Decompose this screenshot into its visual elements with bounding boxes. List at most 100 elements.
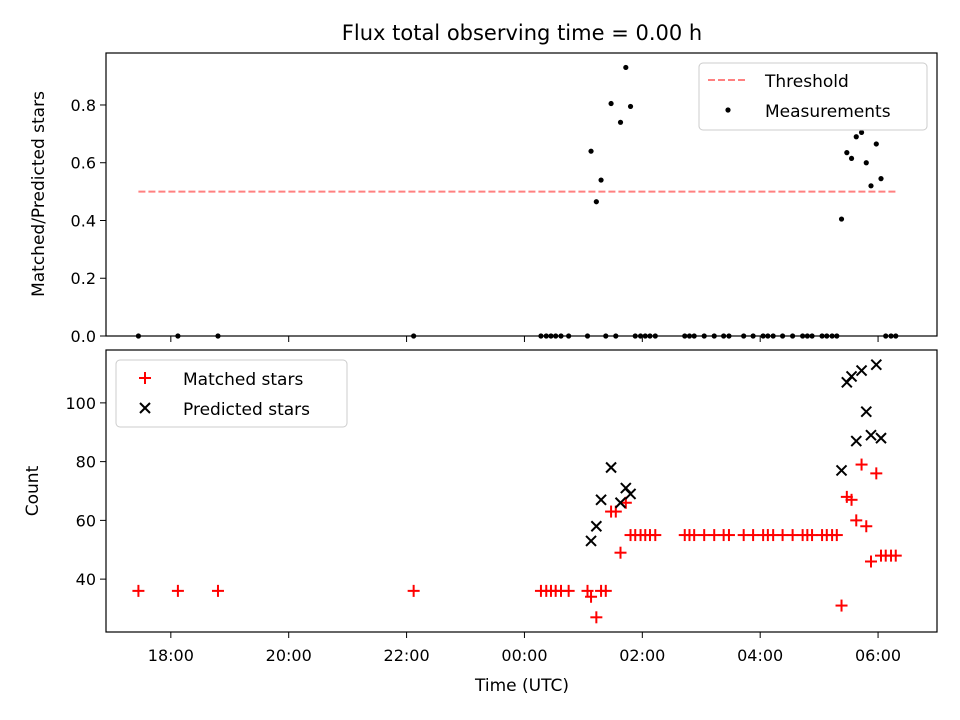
- measurement-point: [623, 64, 629, 71]
- predicted-star-point: [845, 370, 858, 383]
- threshold-legend-label: Threshold: [764, 72, 849, 92]
- measurement-point: [566, 333, 572, 339]
- predicted-star-point: [605, 461, 617, 474]
- measurements-legend-swatch: [725, 107, 731, 113]
- bottom-panel: 40 60 80 100 18:00 20:00 22:00 00:00 02:00 04:00…: [23, 349, 938, 696]
- bottom-marks: [132, 358, 902, 624]
- x-tick-label: 00:00: [501, 646, 547, 665]
- matched-star-point: [747, 529, 760, 542]
- top-x-ticks: [170, 336, 879, 342]
- y-tick-label: 0.8: [71, 96, 96, 115]
- bottom-axes-frame: [105, 349, 938, 633]
- measurement-point: [548, 333, 554, 339]
- measurement-point: [617, 119, 624, 125]
- measurement-point: [804, 333, 810, 339]
- bottom-y-axis-label: Count: [23, 465, 43, 516]
- measurement-point: [809, 333, 815, 339]
- predicted-star-stroke-b: [870, 358, 883, 371]
- matched-star-point: [830, 529, 843, 542]
- measurement-point: [760, 333, 766, 339]
- predicted-star-point: [855, 364, 868, 377]
- top-y-axis-label: Matched/Predicted stars: [29, 91, 49, 297]
- measurement-point: [553, 333, 559, 339]
- measurement-point: [834, 333, 840, 339]
- predicted-star-point: [595, 494, 607, 506]
- y-tick-label: 40: [76, 570, 96, 589]
- x-tick-label: 20:00: [266, 646, 312, 665]
- matched-star-point: [599, 584, 612, 597]
- matched-star-point: [776, 529, 789, 542]
- predicted-star-stroke-b: [850, 435, 862, 447]
- measurement-point: [868, 183, 874, 189]
- measurement-point: [853, 134, 859, 140]
- top-marks: [135, 64, 899, 339]
- measurement-point: [750, 333, 756, 339]
- matched-star-point: [786, 529, 799, 542]
- predicted-star-stroke-b: [620, 482, 632, 494]
- measurement-point: [627, 103, 634, 110]
- matched-star-point: [585, 590, 598, 603]
- measurement-point: [721, 333, 727, 339]
- predicted-star-stroke-b: [614, 497, 627, 509]
- matched-star-point: [864, 555, 877, 568]
- top-legend-box: [698, 62, 928, 131]
- matched-star-point: [132, 584, 145, 597]
- bottom-y-ticks: 40 60 80 100: [65, 394, 106, 589]
- top-panel: 0.00.20.40.60.8 Matched/Predicted stars …: [29, 52, 938, 346]
- measurement-point: [741, 333, 747, 339]
- matched-star-point: [889, 549, 902, 562]
- matched-star-point: [649, 529, 662, 542]
- measurement-point: [608, 100, 614, 107]
- y-tick-label: 0.4: [71, 211, 96, 230]
- predicted-star-stroke-b: [585, 535, 597, 547]
- matched-star-point: [614, 546, 627, 559]
- measurement-point: [829, 333, 835, 339]
- predicted-star-stroke-b: [835, 464, 848, 477]
- x-tick-label: 06:00: [855, 646, 901, 665]
- measurement-point: [819, 333, 825, 339]
- matched-star-point: [590, 611, 603, 624]
- matched-legend-swatch: [139, 372, 151, 384]
- measurement-point: [765, 333, 771, 339]
- measurement-point: [613, 333, 619, 339]
- measurement-point: [647, 333, 653, 339]
- measurement-point: [691, 333, 697, 339]
- top-axes-frame: [105, 52, 938, 337]
- matched-star-point: [688, 529, 701, 542]
- matched-star-point: [562, 584, 575, 597]
- matched-star-point: [171, 584, 184, 597]
- x-tick-label: 18:00: [148, 646, 194, 665]
- measurement-point: [558, 333, 564, 339]
- bottom-x-ticks: 18:00 20:00 22:00 00:00 02:00 04:00 06:00: [148, 632, 901, 665]
- predicted-star-point: [585, 535, 597, 547]
- matched-star-point: [698, 529, 711, 542]
- measurement-point: [790, 333, 796, 339]
- predicted-star-point: [875, 432, 887, 444]
- y-tick-label: 0.0: [71, 327, 96, 346]
- predicted-star-point: [865, 429, 877, 441]
- predicted-legend-swatch: [139, 402, 151, 414]
- predicted-star-stroke-b: [865, 429, 877, 441]
- measurement-point: [711, 333, 717, 339]
- measurement-point: [135, 333, 142, 339]
- matched-star-point: [835, 599, 848, 612]
- predicted-legend-label: Predicted stars: [183, 400, 310, 420]
- measurement-point: [538, 333, 544, 339]
- measurement-point: [175, 333, 181, 339]
- predicted-star-stroke-b: [605, 461, 617, 474]
- x-tick-label: 02:00: [619, 646, 665, 665]
- matched-star-point: [806, 529, 819, 542]
- top-legend: Threshold Measurements: [698, 62, 928, 131]
- bottom-legend: Matched stars Predicted stars: [115, 359, 348, 428]
- measurement-point: [878, 176, 884, 182]
- predicted-star-point: [870, 358, 883, 371]
- measurement-point: [682, 333, 688, 339]
- bottom-legend-box: [115, 359, 348, 428]
- measurement-point: [588, 148, 594, 154]
- predicted-star-stroke-b: [590, 520, 603, 532]
- x-tick-label: 22:00: [384, 646, 430, 665]
- measurement-point: [411, 333, 417, 339]
- matched-star-point: [722, 529, 735, 542]
- y-tick-label: 60: [76, 511, 96, 530]
- measurements-legend-label: Measurements: [765, 102, 891, 122]
